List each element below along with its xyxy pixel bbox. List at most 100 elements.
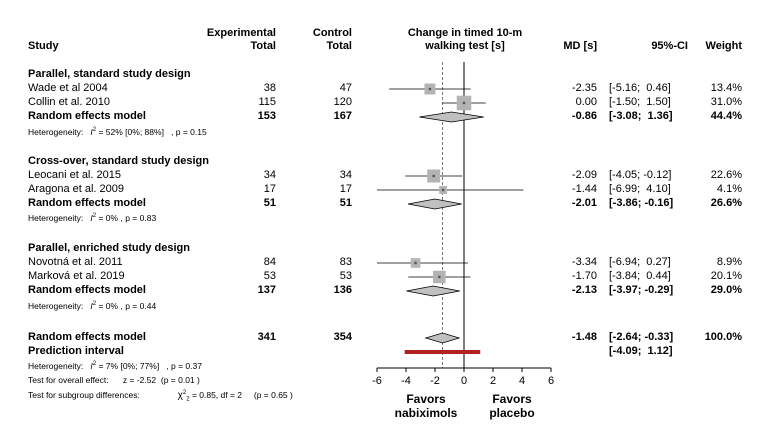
header-plot-line2: walking test [s] xyxy=(425,40,505,52)
header-study: Study xyxy=(28,40,59,52)
pooled-label: Random effects model xyxy=(28,197,146,209)
study-point xyxy=(432,174,435,178)
x-tick-label: 4 xyxy=(519,375,525,387)
study-name: Wade et al 2004 xyxy=(28,82,108,94)
header-md: MD [s] xyxy=(563,40,597,52)
pooled-ctrl-total: 136 xyxy=(333,284,352,296)
pooled-diamond xyxy=(419,111,484,123)
heterogeneity-text: Heterogeneity: I2 = 52% [0%; 88%] , p = … xyxy=(28,127,207,137)
header-experimental: Experimental Total xyxy=(190,27,276,53)
study-ctrl-total: 83 xyxy=(339,256,352,268)
pooled-ci: [-3.97; -0.29] xyxy=(609,284,674,296)
study-point xyxy=(438,275,441,279)
study-ci: [-3.84; 0.44] xyxy=(609,270,671,282)
pooled-exp-total: 137 xyxy=(257,284,276,296)
heterogeneity-text: Heterogeneity: I2 = 0% , p = 0.83 xyxy=(28,213,157,223)
pooled-md: -0.86 xyxy=(571,110,597,122)
overall-ctrl-total: 354 xyxy=(333,331,352,343)
subgroup-differences-test: Test for subgroup differences: χ22 = 0.8… xyxy=(28,390,293,403)
overall-exp-total: 341 xyxy=(257,331,276,343)
group-title: Parallel, standard study design xyxy=(28,68,191,80)
favors-right-line1: Favors xyxy=(492,392,532,406)
study-md: -1.44 xyxy=(571,183,597,195)
study-point xyxy=(428,87,432,91)
overall-diamond xyxy=(424,332,461,344)
study-md: -3.34 xyxy=(571,256,597,268)
favors-right-label: Favors placebo xyxy=(472,392,552,420)
study-exp-total: 38 xyxy=(263,82,276,94)
overall-ci: [-2.64; -0.33] xyxy=(609,331,674,343)
favors-right-line2: placebo xyxy=(489,406,535,420)
study-ci: [-1.50; 1.50] xyxy=(609,96,671,108)
x-tick-label: 2 xyxy=(490,375,496,387)
prediction-ci: [-4.09; 1.12] xyxy=(609,345,673,357)
pooled-weight: 44.4% xyxy=(710,110,742,122)
header-experimental-line1: Experimental xyxy=(206,27,276,39)
x-tick-label: -2 xyxy=(430,375,440,387)
study-ci: [-5.16; 0.46] xyxy=(609,82,671,94)
pooled-ci: [-3.86; -0.16] xyxy=(609,197,674,209)
study-ci: [-4.05; -0.12] xyxy=(609,169,672,181)
study-name: Aragona et al. 2009 xyxy=(28,183,125,195)
header-experimental-line2: Total xyxy=(250,40,276,52)
favors-left-line1: Favors xyxy=(406,392,446,406)
favors-left-line2: nabiximols xyxy=(394,406,458,420)
pooled-md: -2.13 xyxy=(571,284,597,296)
study-exp-total: 17 xyxy=(263,183,276,195)
study-weight: 31.0% xyxy=(710,96,742,108)
study-point xyxy=(462,101,466,105)
study-weight: 20.1% xyxy=(710,270,742,282)
study-name: Marková et al. 2019 xyxy=(28,270,125,282)
study-md: 0.00 xyxy=(575,96,597,108)
pooled-diamond xyxy=(406,285,460,297)
study-exp-total: 34 xyxy=(263,169,276,181)
study-name: Leocani et al. 2015 xyxy=(28,169,121,181)
favors-left-label: Favors nabiximols xyxy=(386,392,466,420)
overall-effect-test: Test for overall effect: z = -2.52 (p = … xyxy=(28,375,200,385)
pooled-ci: [-3.08; 1.36] xyxy=(609,110,673,122)
prediction-interval-bar xyxy=(404,350,481,354)
header-plot: Change in timed 10-m walking test [s] xyxy=(380,27,550,53)
study-exp-total: 53 xyxy=(263,270,276,282)
header-control: Control Total xyxy=(290,27,352,53)
study-weight: 8.9% xyxy=(716,256,742,268)
study-md: -2.09 xyxy=(571,169,597,181)
pooled-ctrl-total: 51 xyxy=(339,197,352,209)
header-weight: Weight xyxy=(705,40,742,52)
study-weight: 4.1% xyxy=(716,183,742,195)
header-control-line1: Control xyxy=(312,27,352,39)
study-ci: [-6.99; 4.10] xyxy=(609,183,671,195)
study-exp-total: 115 xyxy=(258,96,276,108)
pooled-label: Random effects model xyxy=(28,110,146,122)
study-ctrl-total: 47 xyxy=(339,82,352,94)
overall-weight: 100.0% xyxy=(704,331,742,343)
study-ctrl-total: 120 xyxy=(333,96,352,108)
study-weight: 22.6% xyxy=(710,169,742,181)
pooled-label: Random effects model xyxy=(28,284,146,296)
pooled-weight: 26.6% xyxy=(710,197,742,209)
pooled-exp-total: 153 xyxy=(257,110,276,122)
x-tick-label: -6 xyxy=(372,375,382,387)
study-point xyxy=(441,188,445,192)
pooled-ctrl-total: 167 xyxy=(333,110,352,122)
study-md: -1.70 xyxy=(571,270,597,282)
header-ci: 95%-CI xyxy=(651,40,688,52)
header-control-line2: Total xyxy=(326,40,352,52)
group-title: Parallel, enriched study design xyxy=(28,242,190,254)
pooled-exp-total: 51 xyxy=(263,197,276,209)
study-ctrl-total: 53 xyxy=(339,270,352,282)
study-point xyxy=(414,261,417,265)
x-tick-label: 6 xyxy=(548,375,554,387)
study-exp-total: 84 xyxy=(263,256,276,268)
pooled-weight: 29.0% xyxy=(710,284,742,296)
pooled-md: -2.01 xyxy=(571,197,597,209)
x-tick-label: -4 xyxy=(401,375,411,387)
overall-md: -1.48 xyxy=(571,331,597,343)
overall-heterogeneity-text: Heterogeneity: I2 = 7% [0%; 77%] , p = 0… xyxy=(28,361,202,371)
study-md: -2.35 xyxy=(571,82,597,94)
group-title: Cross-over, standard study design xyxy=(28,155,209,167)
header-plot-line1: Change in timed 10-m xyxy=(407,27,523,39)
study-weight: 13.4% xyxy=(710,82,742,94)
pooled-diamond xyxy=(407,198,462,210)
